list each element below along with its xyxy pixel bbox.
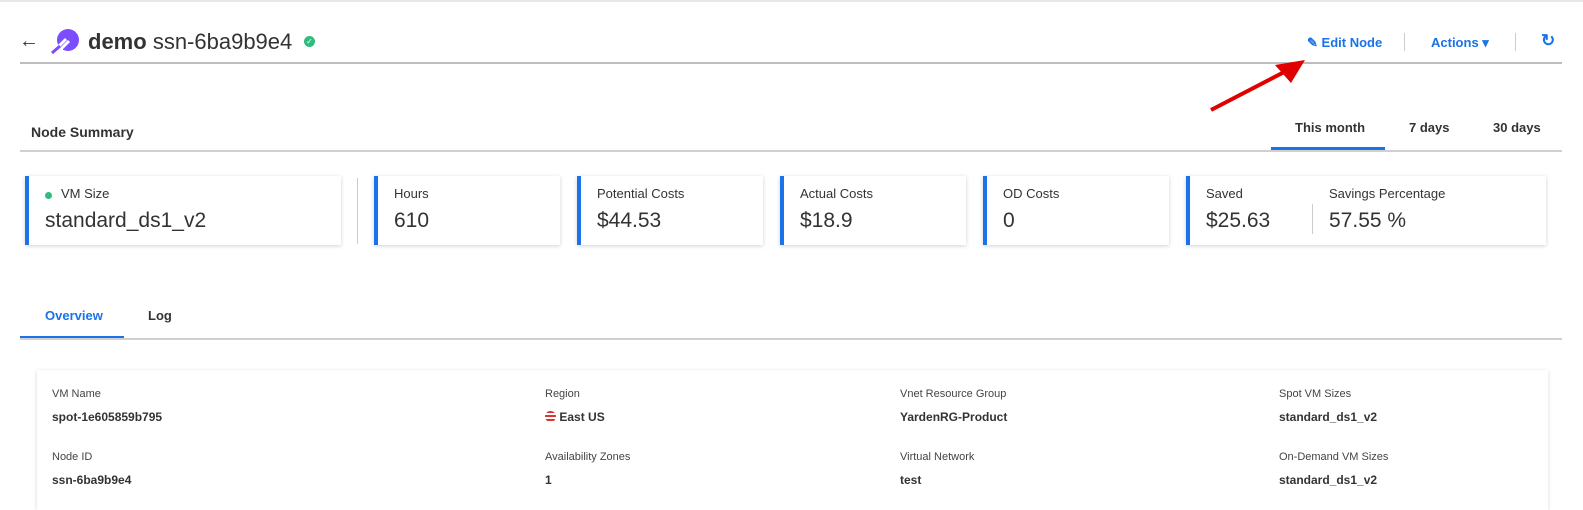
pencil-icon: ✎	[1307, 35, 1318, 50]
vnet-value: test	[900, 473, 922, 487]
od-costs-card: OD Costs 0	[983, 176, 1169, 245]
range-this-month[interactable]: This month	[1295, 120, 1366, 135]
active-tab-indicator	[20, 336, 124, 339]
az-label: Availability Zones	[545, 451, 631, 463]
node-id-label: Node ID	[52, 451, 93, 463]
divider	[1404, 33, 1405, 51]
refresh-icon[interactable]: ↻	[1541, 31, 1556, 50]
divider	[1312, 204, 1313, 234]
card-value: 0	[1003, 209, 1015, 232]
card-label: Savings Percentage	[1329, 186, 1446, 201]
savings-card: Saved $25.63 Savings Percentage 57.55 %	[1186, 176, 1546, 245]
hours-card: Hours 610	[374, 176, 560, 245]
tab-log[interactable]: Log	[148, 308, 172, 323]
vnet-rg-value: YardenRG-Product	[900, 410, 1008, 424]
range-7-days[interactable]: 7 days	[1409, 120, 1450, 135]
caret-down-icon: ▾	[1482, 35, 1489, 50]
page-title: demo ssn-6ba9b9e4	[88, 29, 293, 54]
top-border	[0, 0, 1583, 2]
od-sizes-label: On-Demand VM Sizes	[1279, 451, 1389, 463]
card-value: $25.63	[1206, 209, 1271, 232]
card-value: 57.55 %	[1329, 209, 1407, 232]
card-label: Potential Costs	[597, 186, 685, 201]
node-summary-title: Node Summary	[31, 124, 134, 140]
region-value: East US	[545, 410, 605, 424]
us-flag-icon	[545, 411, 556, 422]
tab-overview[interactable]: Overview	[45, 308, 103, 323]
tabs-divider	[20, 338, 1562, 340]
logo-icon	[51, 29, 79, 54]
status-dot-icon	[45, 192, 52, 199]
annotation-arrow	[1210, 60, 1305, 112]
vnet-label: Virtual Network	[900, 451, 975, 463]
back-arrow-icon[interactable]: ←	[19, 30, 39, 52]
az-value: 1	[545, 473, 552, 487]
region-label: Region	[545, 388, 580, 400]
card-value: standard_ds1_v2	[45, 209, 207, 232]
range-30-days[interactable]: 30 days	[1493, 120, 1541, 135]
vm-name-link[interactable]: spot-1e605859b795	[52, 410, 163, 424]
node-id-value: ssn-6ba9b9e4	[52, 473, 132, 487]
edit-node-button[interactable]: ✎ Edit Node	[1307, 35, 1383, 50]
card-value: $44.53	[597, 209, 662, 232]
spot-sizes-value: standard_ds1_v2	[1279, 410, 1378, 424]
card-value: 610	[394, 209, 430, 232]
active-range-indicator	[1271, 147, 1385, 150]
card-label: Saved	[1206, 186, 1243, 201]
details-panel	[37, 370, 1548, 510]
card-label: Actual Costs	[800, 186, 873, 201]
vm-size-card: VM Size standard_ds1_v2	[25, 176, 341, 245]
card-value: $18.9	[800, 209, 853, 232]
summary-divider	[20, 150, 1562, 152]
potential-costs-card: Potential Costs $44.53	[577, 176, 763, 245]
actions-dropdown[interactable]: Actions ▾	[1431, 35, 1489, 50]
vm-name-label: VM Name	[52, 388, 101, 400]
vnet-rg-label: Vnet Resource Group	[900, 388, 1007, 400]
actual-costs-card: Actual Costs $18.9	[780, 176, 966, 245]
header-divider	[20, 62, 1562, 64]
card-label: Hours	[394, 186, 429, 201]
divider	[1515, 33, 1516, 51]
divider	[357, 178, 358, 244]
card-label: OD Costs	[1003, 186, 1060, 201]
od-sizes-value: standard_ds1_v2	[1279, 473, 1378, 487]
status-check-icon: ✓	[304, 36, 315, 47]
spot-sizes-label: Spot VM Sizes	[1279, 388, 1352, 400]
card-label: VM Size	[61, 186, 110, 201]
